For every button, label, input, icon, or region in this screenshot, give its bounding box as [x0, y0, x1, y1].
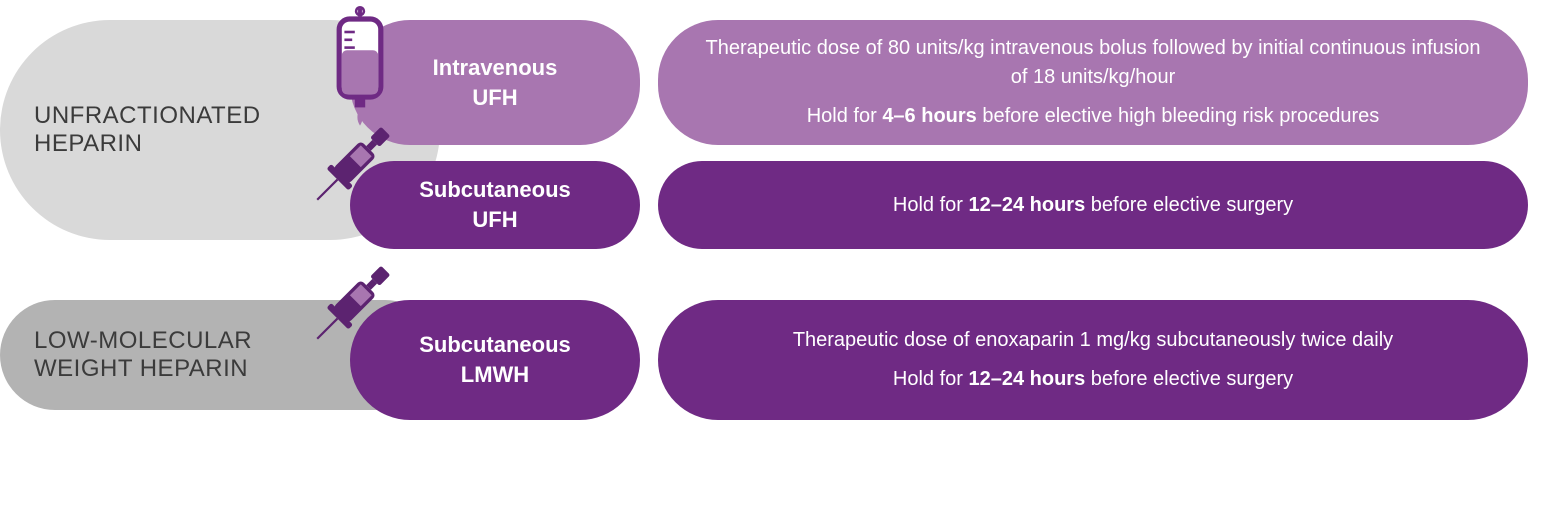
- category-label: UNFRACTIONATED HEPARIN: [34, 102, 261, 158]
- section-lmwh: LOW-MOLECULAR WEIGHT HEPARIN: [0, 300, 1528, 420]
- row-iv-ufh: Intravenous UFH Therapeutic dose of 80 u…: [350, 20, 1528, 145]
- hold-text: Hold for 12–24 hours before elective sur…: [893, 191, 1293, 220]
- route-label-line1: Subcutaneous: [419, 175, 571, 205]
- route-badge-sc-ufh: Subcutaneous UFH: [350, 161, 640, 249]
- rows-ufh: Intravenous UFH Therapeutic dose of 80 u…: [350, 20, 1528, 249]
- detail-pill-iv-ufh: Therapeutic dose of 80 units/kg intraven…: [658, 20, 1528, 145]
- section-ufh: UNFRACTIONATED HEPARIN: [0, 20, 1528, 240]
- hold-text: Hold for 4–6 hours before elective high …: [807, 102, 1380, 131]
- syringe-icon: [298, 109, 408, 219]
- detail-pill-sc-lmwh: Therapeutic dose of enoxaparin 1 mg/kg s…: [658, 300, 1528, 420]
- row-sc-ufh: Subcutaneous UFH Hold for 12–24 hours be…: [350, 161, 1528, 249]
- hold-text: Hold for 12–24 hours before elective sur…: [893, 365, 1293, 394]
- detail-pill-sc-ufh: Hold for 12–24 hours before elective sur…: [658, 161, 1528, 249]
- row-sc-lmwh: Subcutaneous LMWH Therapeutic dose of en…: [350, 300, 1528, 420]
- route-label-line1: Intravenous: [433, 53, 558, 83]
- route-label-line1: Subcutaneous: [419, 330, 571, 360]
- rows-lmwh: Subcutaneous LMWH Therapeutic dose of en…: [350, 300, 1528, 420]
- route-label-line2: UFH: [472, 83, 517, 113]
- syringe-icon: [298, 248, 408, 358]
- dose-text: Therapeutic dose of enoxaparin 1 mg/kg s…: [793, 326, 1393, 355]
- dose-text: Therapeutic dose of 80 units/kg intraven…: [698, 34, 1488, 92]
- route-label-line2: UFH: [472, 205, 517, 235]
- category-label: LOW-MOLECULAR WEIGHT HEPARIN: [34, 327, 252, 383]
- route-label-line2: LMWH: [461, 360, 529, 390]
- route-badge-sc-lmwh: Subcutaneous LMWH: [350, 300, 640, 420]
